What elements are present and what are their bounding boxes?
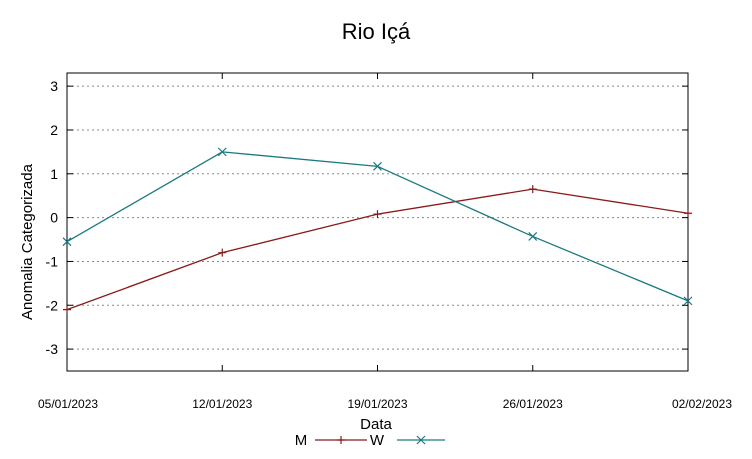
x-tick-label: 19/01/2023 xyxy=(347,397,407,411)
y-tick-label: 1 xyxy=(50,166,58,182)
y-tick-label: -3 xyxy=(46,341,59,357)
data-point-M xyxy=(528,185,537,194)
series-line-M xyxy=(66,188,689,311)
legend-label-W: W xyxy=(370,432,385,449)
x-axis-ticks: 05/01/2023 12/01/2023 19/01/2023 26/01/2023… xyxy=(38,73,732,411)
legend-marker-M xyxy=(337,436,345,444)
y-tick-label: 2 xyxy=(50,122,58,138)
data-point-W xyxy=(683,296,693,306)
data-point-M xyxy=(684,209,692,218)
data-point-W xyxy=(373,161,382,171)
x-tick-label: 26/01/2023 xyxy=(503,397,563,411)
y-tick-label: 3 xyxy=(50,78,58,94)
y-axis-label: Anomalia Categorizada xyxy=(19,163,36,320)
data-point-M xyxy=(218,248,227,257)
y-tick-label: 0 xyxy=(50,210,58,226)
data-point-W xyxy=(62,237,72,247)
x-tick-label: 12/01/2023 xyxy=(192,397,252,411)
data-point-W xyxy=(217,147,227,157)
series-M xyxy=(63,185,692,314)
x-tick-label: 05/01/2023 xyxy=(38,397,98,411)
y-axis-ticks: 3 2 1 0 -1 -2 -3 xyxy=(46,78,688,357)
plot-frame xyxy=(66,72,689,372)
series-lines xyxy=(62,147,693,314)
legend-label-M: M xyxy=(295,432,308,449)
data-point-M xyxy=(63,305,71,314)
series-W xyxy=(62,147,693,306)
data-point-W xyxy=(528,232,538,241)
chart-title: Rio Içá xyxy=(342,19,411,44)
x-axis-label: Data xyxy=(360,416,392,433)
data-point-M xyxy=(373,210,382,219)
x-tick-label: 02/02/2023 xyxy=(672,397,732,411)
legend-marker-W xyxy=(416,435,426,445)
y-tick-label: -1 xyxy=(46,253,59,269)
y-tick-label: -2 xyxy=(46,297,59,313)
